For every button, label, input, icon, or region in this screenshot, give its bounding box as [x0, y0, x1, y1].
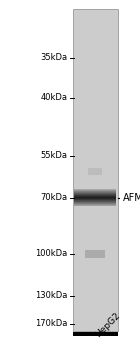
Text: AFM: AFM — [123, 193, 140, 203]
Text: 40kDa: 40kDa — [40, 93, 67, 103]
Text: HepG2: HepG2 — [94, 311, 122, 339]
Bar — [88, 168, 102, 175]
Bar — [73, 9, 118, 331]
Text: 70kDa: 70kDa — [40, 193, 67, 202]
Text: 100kDa: 100kDa — [35, 249, 67, 258]
Text: 55kDa: 55kDa — [40, 151, 67, 160]
Text: 35kDa: 35kDa — [40, 53, 67, 62]
Bar — [85, 250, 105, 258]
Text: 130kDa: 130kDa — [35, 291, 67, 300]
Text: 170kDa: 170kDa — [35, 319, 67, 328]
Bar — [73, 332, 118, 336]
